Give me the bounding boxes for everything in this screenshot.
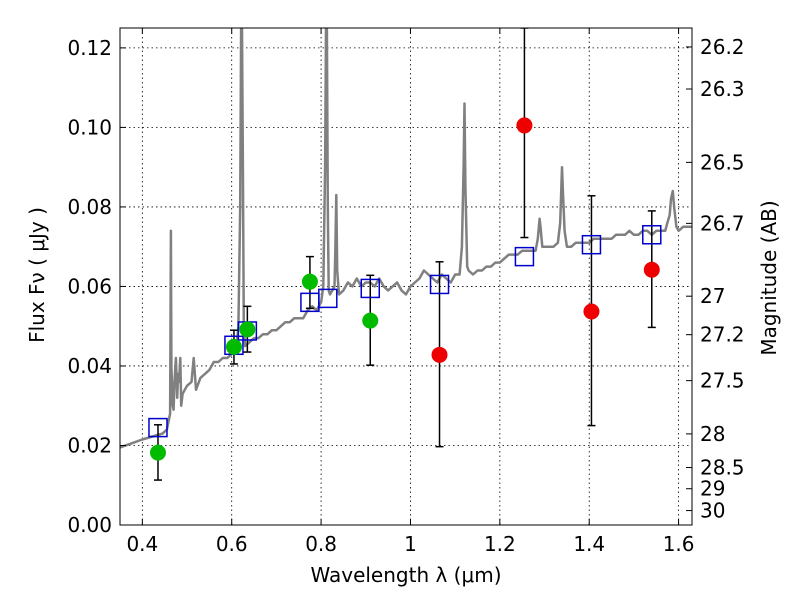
x-tick-label: 0.8	[305, 532, 337, 556]
model-box-marker	[429, 274, 450, 295]
right-tick-label: 28.5	[700, 456, 745, 480]
y-tick-label: 0.00	[67, 513, 112, 537]
plot-frame	[119, 27, 693, 526]
y-tick-label: 0.06	[67, 274, 112, 298]
red-data-point	[431, 346, 448, 363]
right-tick-label: 26.2	[700, 35, 745, 59]
green-data-point	[362, 312, 379, 329]
green-data-point	[225, 338, 242, 355]
x-tick-label: 1	[404, 532, 417, 556]
red-data-point	[583, 303, 600, 320]
y-tick-label: 0.02	[67, 433, 112, 457]
plot-area	[120, 28, 692, 481]
x-tick-label: 0.4	[126, 532, 158, 556]
green-data-point	[149, 444, 166, 461]
grid-lines	[120, 28, 692, 525]
right-tick-label: 29	[700, 477, 725, 501]
y-tick-label: 0.04	[67, 354, 112, 378]
axis-ticks: 0.4 0.6 0.8 1 1.2 1.4 1.6 0.00 0.02 0.04 0.06 0.08 0…	[67, 28, 745, 556]
model-box-marker	[148, 417, 168, 438]
model-box-marker	[581, 234, 602, 255]
right-tick-label: 26.5	[700, 150, 745, 174]
x-tick-label: 1.4	[573, 532, 605, 556]
x-tick-label: 1.2	[484, 532, 516, 556]
y-tick-label: 0.08	[67, 195, 112, 219]
x-axis-label: Wavelength λ (μm)	[310, 563, 501, 587]
y-axis-label: Flux Fν ( μJy )	[25, 207, 49, 343]
y-tick-label: 0.12	[67, 36, 112, 60]
right-tick-label: 26.7	[700, 211, 745, 235]
red-data-point	[643, 261, 660, 278]
right-tick-label: 28	[700, 422, 725, 446]
model-box-marker	[318, 288, 338, 309]
model-box-marker	[642, 225, 662, 245]
right-y-axis-label: Magnitude (AB)	[757, 200, 781, 355]
green-data-point	[301, 273, 318, 290]
right-tick-label: 27	[700, 284, 725, 308]
red-data-point	[516, 117, 533, 134]
right-tick-label: 30	[700, 499, 725, 523]
right-tick-label: 27.5	[700, 369, 745, 393]
x-tick-label: 1.6	[663, 532, 695, 556]
model-spectrum-line	[120, 28, 692, 449]
model-box-marker	[514, 246, 535, 267]
green-data-point	[239, 321, 256, 338]
model-box-marker	[360, 278, 380, 299]
right-tick-label: 27.2	[700, 323, 745, 347]
right-tick-label: 26.3	[700, 77, 745, 101]
y-tick-label: 0.10	[67, 115, 112, 139]
x-tick-label: 0.6	[216, 532, 248, 556]
